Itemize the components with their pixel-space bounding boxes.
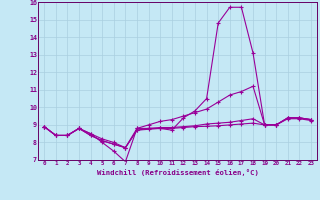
- X-axis label: Windchill (Refroidissement éolien,°C): Windchill (Refroidissement éolien,°C): [97, 169, 259, 176]
